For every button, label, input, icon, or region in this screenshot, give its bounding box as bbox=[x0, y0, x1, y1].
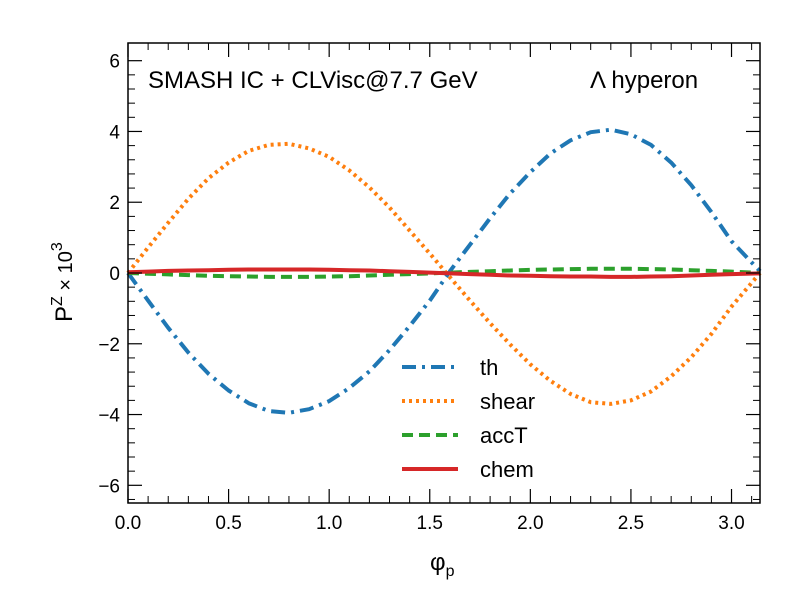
y-tick-label: 0 bbox=[109, 264, 120, 285]
y-axis-title-sup: Z bbox=[49, 296, 66, 306]
y-axis-title: PZ × 103 bbox=[49, 242, 78, 322]
x-tick-label: 2.0 bbox=[517, 513, 543, 534]
annotation-left: SMASH IC + CLVisc@7.7 GeV bbox=[148, 67, 478, 94]
y-tick-label: 2 bbox=[109, 193, 120, 214]
y-tick-label: 6 bbox=[109, 52, 120, 73]
y-tick-label: −6 bbox=[98, 476, 120, 497]
x-axis-title-sub: p bbox=[446, 563, 455, 580]
x-tick-label: 0.0 bbox=[115, 513, 141, 534]
plot-area bbox=[126, 127, 762, 415]
y-tick-label: −4 bbox=[98, 406, 120, 427]
x-tick-label: 1.0 bbox=[316, 513, 342, 534]
legend-label-chem: chem bbox=[480, 457, 534, 482]
x-tick-label: 0.5 bbox=[215, 513, 241, 534]
x-tick-label: 3.0 bbox=[718, 513, 744, 534]
x-tick-label: 1.5 bbox=[417, 513, 443, 534]
y-tick-label: 4 bbox=[109, 122, 120, 143]
series-line-th bbox=[126, 127, 762, 415]
y-axis-title-base: P bbox=[51, 306, 78, 322]
series-line-chem bbox=[127, 267, 761, 279]
x-tick-label: 2.5 bbox=[618, 513, 644, 534]
legend: th shear accT chem bbox=[402, 355, 535, 482]
legend-label-th: th bbox=[480, 355, 498, 380]
x-axis-title: φp bbox=[430, 549, 455, 580]
axis-tick-labels: 0.0 0.5 1.0 1.5 2.0 2.5 3.0 −6 −4 −2 0 2 4 6 bbox=[98, 52, 744, 534]
y-tick-label: −2 bbox=[98, 335, 120, 356]
x-axis-title-main: φ bbox=[430, 549, 446, 576]
y-axis-title-mult: × 10 bbox=[55, 251, 77, 296]
annotation-right: Λ hyperon bbox=[590, 67, 698, 94]
y-axis-title-exp: 3 bbox=[49, 242, 66, 251]
legend-label-accT: accT bbox=[480, 423, 528, 448]
legend-label-shear: shear bbox=[480, 389, 535, 414]
axis-ticks bbox=[127, 43, 760, 503]
plot-frame bbox=[127, 42, 761, 504]
